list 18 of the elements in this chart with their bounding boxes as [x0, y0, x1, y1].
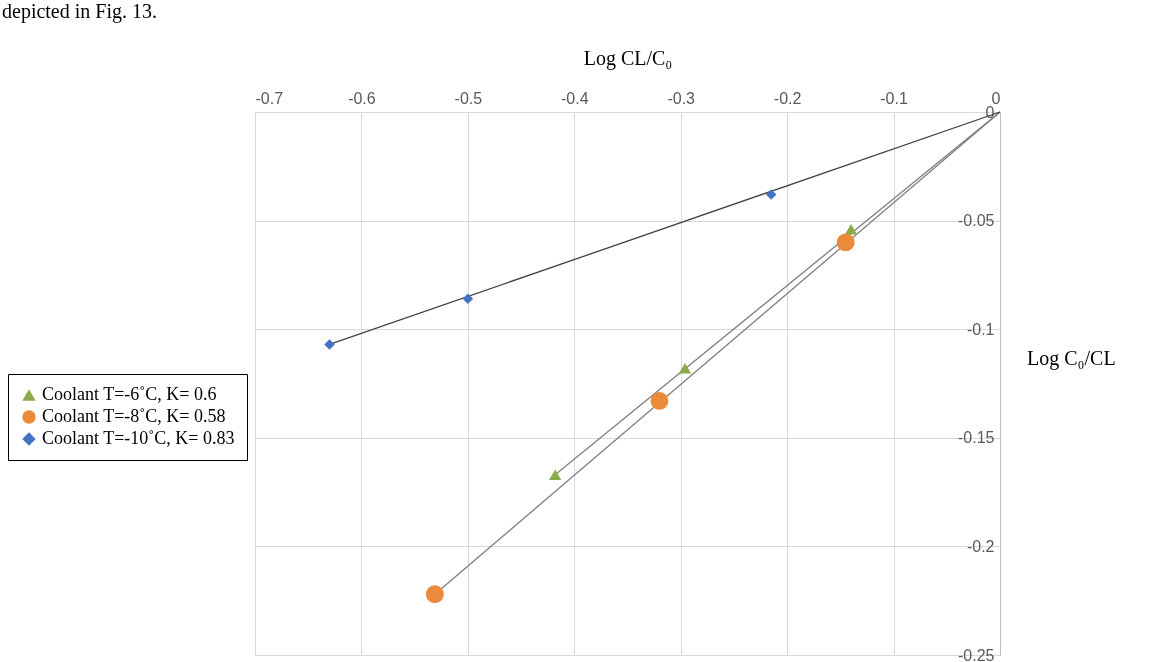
x-tick-label: -0.5: [454, 89, 483, 107]
y-tick-label: -0.05: [958, 212, 995, 230]
text: depicted in Fig. 13.: [2, 0, 157, 23]
y-tick-label: -0.15: [958, 429, 995, 447]
legend-label: Coolant T=-10˚C, K= 0.83: [42, 428, 235, 448]
x-axis-title: Log CL/C₀: [583, 46, 673, 70]
x-tick-label: -0.1: [880, 89, 908, 107]
y-axis-title: Log C₀/CL: [1027, 347, 1116, 371]
x-tick-label: -0.6: [348, 89, 376, 107]
legend-label: Coolant T=-8˚C, K= 0.58: [42, 406, 226, 426]
legend-label: Coolant T=-6˚C, K= 0.6: [42, 384, 217, 404]
x-tick-label: -0.3: [667, 89, 696, 107]
x-tick-label: -0.2: [773, 89, 802, 107]
y-tick-label: -0.2: [966, 537, 995, 555]
x-tick-label: -0.4: [561, 89, 589, 107]
y-tick-label: -0.1: [966, 320, 995, 338]
y-tick-label: -0.25: [958, 646, 995, 662]
x-tick-label: -0.7: [255, 89, 284, 107]
